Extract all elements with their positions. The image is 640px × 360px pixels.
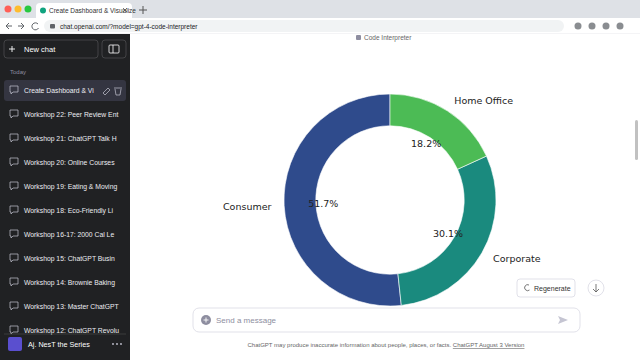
chat-title[interactable]: Workshop 18: Eco-Friendly Li: [24, 207, 114, 215]
window-close[interactable]: [5, 6, 12, 13]
chat-icon: [10, 254, 18, 262]
url: chat.openai.com/?model=gpt-4-code-interp…: [60, 23, 198, 31]
main-area: [130, 34, 640, 360]
category-label: Home Office: [454, 95, 513, 106]
regenerate-button[interactable]: [517, 279, 575, 297]
chat-icon: [10, 158, 18, 166]
chat-icon: [10, 326, 18, 334]
slice: [284, 94, 401, 306]
sidebar-divider: [4, 334, 126, 335]
chat-title[interactable]: Workshop 13: Master ChatGPT: [24, 303, 119, 311]
extension-icon[interactable]: [589, 23, 596, 30]
message-input[interactable]: [193, 308, 580, 332]
new-tab[interactable]: [139, 6, 147, 14]
regenerate-label[interactable]: Regenerate: [534, 285, 571, 293]
extension-icon[interactable]: [617, 23, 624, 30]
forward-button[interactable]: [18, 23, 24, 29]
section-label: Today: [10, 69, 26, 75]
chat-title[interactable]: Workshop 14: Brownie Baking: [24, 279, 115, 287]
chat-icon: [10, 302, 18, 310]
tab-bar: [0, 0, 640, 18]
disclaimer: ChatGPT may produce inaccurate informati…: [248, 342, 453, 348]
window-minimize[interactable]: [15, 6, 22, 13]
scrollbar: [635, 120, 638, 160]
window-zoom[interactable]: [25, 6, 32, 13]
chat-title[interactable]: Workshop 21: ChatGPT Talk H: [24, 135, 117, 143]
category-label: Corporate: [493, 253, 541, 264]
tab-title: Create Dashboard & Visualize: [49, 7, 136, 14]
toggle-sidebar[interactable]: [102, 40, 126, 58]
new-chat-button[interactable]: [4, 40, 98, 58]
menu-dots[interactable]: [116, 343, 118, 345]
tab-close[interactable]: [123, 8, 127, 12]
menu-dots[interactable]: [112, 343, 114, 345]
data-label: 30.1%: [433, 228, 463, 239]
chat-icon: [10, 206, 18, 214]
chat-icon: [10, 230, 18, 238]
slice: [398, 156, 496, 305]
chat-icon: [10, 182, 18, 190]
model-icon: [356, 35, 361, 40]
address-bar[interactable]: [44, 20, 564, 32]
chat-icon: [10, 278, 18, 286]
toolbar: [0, 18, 640, 34]
scroll-down-button[interactable]: [588, 280, 604, 296]
chat-title[interactable]: Workshop 12: ChatGPT Revolu: [24, 327, 119, 335]
chat-icon: [10, 86, 18, 94]
data-label: 51.7%: [308, 198, 338, 209]
edit-icon[interactable]: [103, 88, 110, 95]
active-chat: [4, 80, 126, 101]
tab-favicon: [40, 8, 46, 14]
lock-icon: [50, 24, 55, 29]
sidebar: [0, 34, 130, 360]
chat-title[interactable]: Workshop 20: Online Courses: [24, 159, 115, 167]
chat-icon: [10, 134, 18, 142]
chat-title[interactable]: Workshop 16-17: 2000 Cal Le: [24, 231, 114, 239]
input-placeholder: Send a message: [216, 316, 277, 325]
attach-button[interactable]: [201, 315, 211, 325]
data-label: 18.2%: [411, 138, 441, 149]
category-label: Consumer: [223, 201, 272, 212]
new-chat-label: New chat: [24, 45, 56, 54]
footer: ChatGPT may produce inaccurate informati…: [248, 342, 525, 348]
user-name[interactable]: Aj. NesT the Series: [28, 340, 90, 349]
chart-labels: Consumer 51.7% Corporate 30.1% Home Office 18…: [223, 95, 541, 265]
chat-title[interactable]: Create Dashboard & Vi: [24, 87, 94, 94]
scroll-down-icon: [593, 284, 599, 292]
chat-icon: [10, 110, 18, 118]
screenshot: Create Dashboard & Visualize chat.openai.…: [0, 0, 640, 360]
delete-icon[interactable]: [114, 88, 122, 95]
regenerate-icon: [525, 285, 530, 291]
toggle-icon: [109, 45, 119, 53]
version-link[interactable]: ChatGPT August 3 Version: [453, 342, 525, 348]
chat-title[interactable]: Workshop 19: Eating & Moving: [24, 183, 117, 191]
plus-icon: [9, 46, 15, 52]
back-button[interactable]: [6, 23, 12, 29]
toggle-icon: [113, 45, 114, 53]
extension-icon[interactable]: [575, 23, 582, 30]
send-button[interactable]: [558, 316, 568, 324]
attach-icon: [204, 318, 209, 323]
reload-button[interactable]: [32, 23, 39, 30]
chat-title[interactable]: Workshop 15: ChatGPT Busin: [24, 255, 115, 263]
model-name: Code Interpreter: [364, 34, 412, 42]
chat-title[interactable]: Workshop 22: Peer Review Ent: [24, 111, 118, 119]
user-avatar: [8, 337, 22, 351]
chart: [284, 94, 496, 306]
extension-icon[interactable]: [603, 23, 610, 30]
menu-dots[interactable]: [120, 343, 122, 345]
